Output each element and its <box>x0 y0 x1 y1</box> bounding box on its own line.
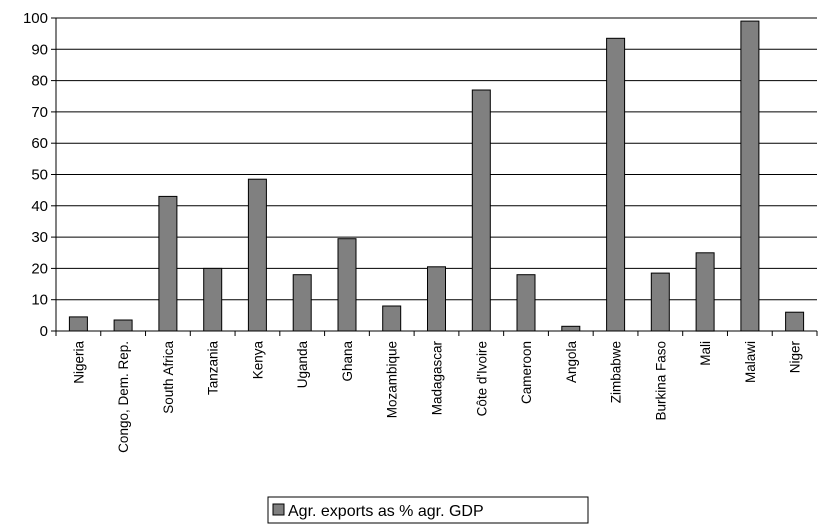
category-label: Cameroon <box>519 341 534 404</box>
category-label: South Africa <box>161 341 176 414</box>
y-tick-label: 50 <box>31 167 48 184</box>
bar <box>113 319 133 332</box>
bar <box>516 274 536 332</box>
y-tick-label: 70 <box>31 104 48 121</box>
category-label: Burkina Faso <box>653 341 668 421</box>
y-tick-labels: 0 10 20 30 40 50 60 70 80 90 100 <box>23 10 56 340</box>
y-tick-label: 60 <box>31 135 48 152</box>
category-label: Kenya <box>250 341 265 380</box>
category-label: Mozambique <box>385 341 400 418</box>
bar <box>740 20 760 332</box>
y-tick-label: 90 <box>31 41 48 58</box>
category-label: Ghana <box>340 341 355 382</box>
bar <box>606 37 626 332</box>
x-tick-labels: Nigeria Congo, Dem. Rep. South Africa Tanza… <box>55 331 818 453</box>
category-label: Niger <box>788 341 803 374</box>
y-tick-label: 40 <box>31 198 48 215</box>
y-tick-label: 10 <box>31 292 48 309</box>
bar <box>427 266 446 332</box>
bar <box>695 252 715 332</box>
category-label: Côte d'Ivoire <box>474 341 489 416</box>
bar <box>561 325 581 332</box>
legend-label: Agr. exports as % agr. GDP <box>288 503 484 520</box>
bar <box>247 178 267 332</box>
category-label: Nigeria <box>71 341 86 384</box>
category-label: Malawi <box>743 341 758 383</box>
legend-swatch <box>272 503 285 516</box>
category-label: Mali <box>698 341 713 366</box>
legend-box <box>267 496 589 524</box>
gridlines <box>56 17 817 301</box>
bar <box>785 311 805 332</box>
category-label: Uganda <box>295 341 310 389</box>
category-label: Congo, Dem. Rep. <box>116 341 131 453</box>
y-tick-label: 100 <box>23 10 48 27</box>
bar <box>68 316 88 332</box>
bar <box>292 274 312 332</box>
category-label: Zimbabwe <box>609 341 624 403</box>
category-label: Angola <box>564 341 579 384</box>
bar <box>158 195 178 332</box>
y-tick-label: 80 <box>31 73 48 90</box>
y-tick-label: 20 <box>31 260 48 277</box>
bar <box>382 305 402 332</box>
y-tick-label: 0 <box>40 323 48 340</box>
bar <box>471 89 491 332</box>
category-label: Madagascar <box>430 341 445 416</box>
bar <box>203 267 223 332</box>
bar <box>337 238 357 332</box>
bar <box>650 272 670 332</box>
legend: Agr. exports as % agr. GDP <box>267 496 589 524</box>
category-label: Tanzania <box>206 341 221 396</box>
y-tick-label: 30 <box>31 229 48 246</box>
bars <box>68 20 805 332</box>
